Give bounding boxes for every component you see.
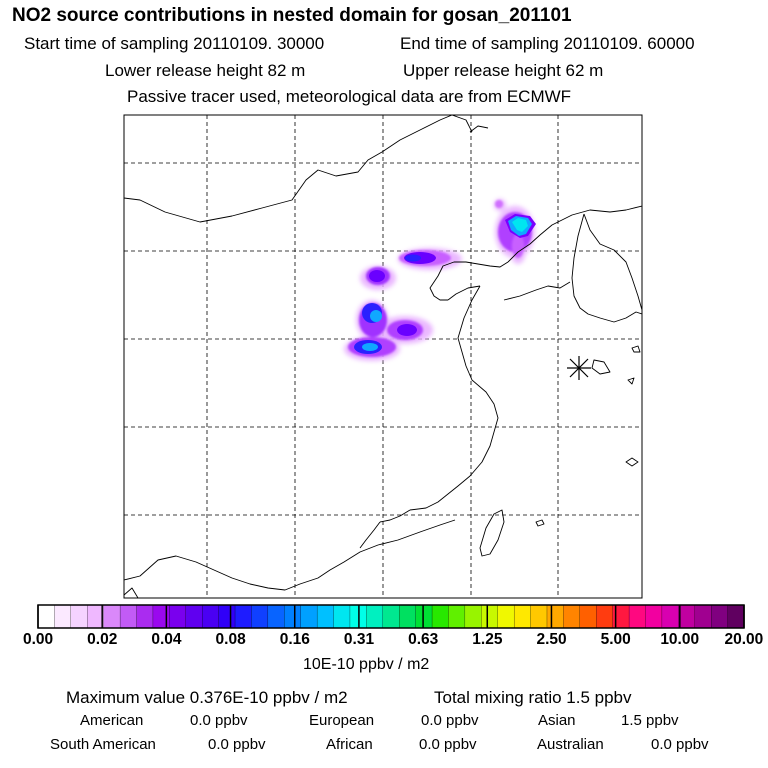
colorbar-swatch: [119, 604, 138, 629]
region-value-australian: 0.0 ppbv: [651, 736, 709, 753]
colorbar-tick-label: 10.00: [660, 631, 700, 648]
colorbar-swatch: [251, 604, 269, 629]
colorbar-swatch: [218, 604, 236, 629]
colorbar-swatch: [678, 604, 696, 629]
region-value-african: 0.0 ppbv: [419, 736, 477, 753]
region-name-american: American: [80, 712, 144, 729]
colorbar-swatch: [366, 604, 384, 629]
colorbar-swatch: [563, 604, 581, 629]
colorbar-tick-label: 20.00: [724, 631, 764, 648]
colorbar-tick-label: 0.02: [87, 631, 118, 648]
colorbar-swatch: [415, 604, 433, 629]
colorbar-tick-label: 0.00: [23, 631, 54, 648]
tracer-plumes: [344, 199, 536, 361]
colorbar-tick-label: 1.25: [472, 631, 503, 648]
colorbar-swatch: [284, 604, 302, 629]
colorbar-swatch: [530, 604, 548, 629]
colorbar-tick-label: 0.31: [343, 631, 375, 648]
total-mixing-ratio: Total mixing ratio 1.5 ppbv: [434, 688, 632, 707]
receptor-asterisk-icon: [567, 356, 591, 380]
region-value-american: 0.0 ppbv: [190, 712, 248, 729]
map-frame: [123, 114, 643, 599]
colorbar-swatch: [448, 604, 466, 629]
colorbar-swatch: [481, 604, 499, 629]
region-name-australian: Australian: [537, 736, 604, 753]
colorbar-swatch: [727, 604, 745, 629]
tracer-note: Passive tracer used, meteorological data…: [127, 87, 572, 106]
start-time-label: Start time of sampling 20110109. 30000: [24, 34, 325, 53]
colorbar-tick-label: 0.16: [279, 631, 310, 648]
colorbar-swatch: [513, 604, 532, 629]
colorbar-swatch: [316, 604, 335, 629]
region-value-european: 0.0 ppbv: [421, 712, 479, 729]
colorbar-swatch: [628, 604, 647, 629]
colorbar-swatch: [152, 604, 170, 629]
region-value-asian: 1.5 ppbv: [621, 712, 679, 729]
colorbar-tick-label: 0.04: [151, 631, 182, 648]
map-title: NO2 source contributions in nested domai…: [12, 5, 572, 26]
colorbar-swatch: [185, 604, 203, 629]
colorbar-swatch: [103, 604, 121, 629]
lower-release-label: Lower release height 82 m: [105, 61, 306, 80]
colorbar-swatch: [464, 604, 482, 629]
colorbar-swatch: [202, 604, 220, 629]
colorbar-swatch: [234, 604, 252, 629]
colorbar-swatch: [497, 604, 515, 629]
colorbar-swatch: [546, 604, 564, 629]
colorbar-swatch: [169, 604, 187, 629]
colorbar-swatch: [579, 604, 597, 629]
region-name-south-american: South American: [50, 736, 156, 753]
colorbar-swatch: [37, 604, 55, 629]
region-name-european: European: [309, 712, 375, 729]
colorbar-swatch: [54, 604, 72, 629]
colorbar-swatch: [382, 604, 400, 629]
colorbar-tick-label: 0.63: [408, 631, 439, 648]
colorbar-tick-label: 0.08: [215, 631, 246, 648]
coastlines: [124, 115, 642, 598]
colorbar-tick-label: 5.00: [600, 631, 631, 648]
colorbar-swatch: [661, 604, 679, 629]
region-name-african: African: [326, 736, 373, 753]
colorbar-swatch: [711, 604, 729, 629]
maximum-value: Maximum value 0.376E-10 ppbv / m2: [66, 688, 348, 707]
colorbar-swatch: [300, 604, 318, 629]
upper-release-label: Upper release height 62 m: [403, 61, 604, 80]
colorbar-swatch: [333, 604, 351, 629]
colorbar-unit-label: 10E-10 ppbv / m2: [303, 656, 430, 673]
colorbar-tick-label: 2.50: [536, 631, 567, 648]
colorbar-swatch: [596, 604, 614, 629]
colorbar-swatch: [267, 604, 285, 629]
colorbar-swatch: [431, 604, 450, 629]
colorbar-swatch: [645, 604, 663, 629]
region-name-asian: Asian: [538, 712, 576, 729]
colorbar-swatch: [399, 604, 417, 629]
region-value-south-american: 0.0 ppbv: [208, 736, 266, 753]
colorbar-swatch: [136, 604, 154, 629]
colorbar-swatch: [694, 604, 712, 629]
end-time-label: End time of sampling 20110109. 60000: [400, 34, 695, 53]
colorbar-swatch: [70, 604, 88, 629]
